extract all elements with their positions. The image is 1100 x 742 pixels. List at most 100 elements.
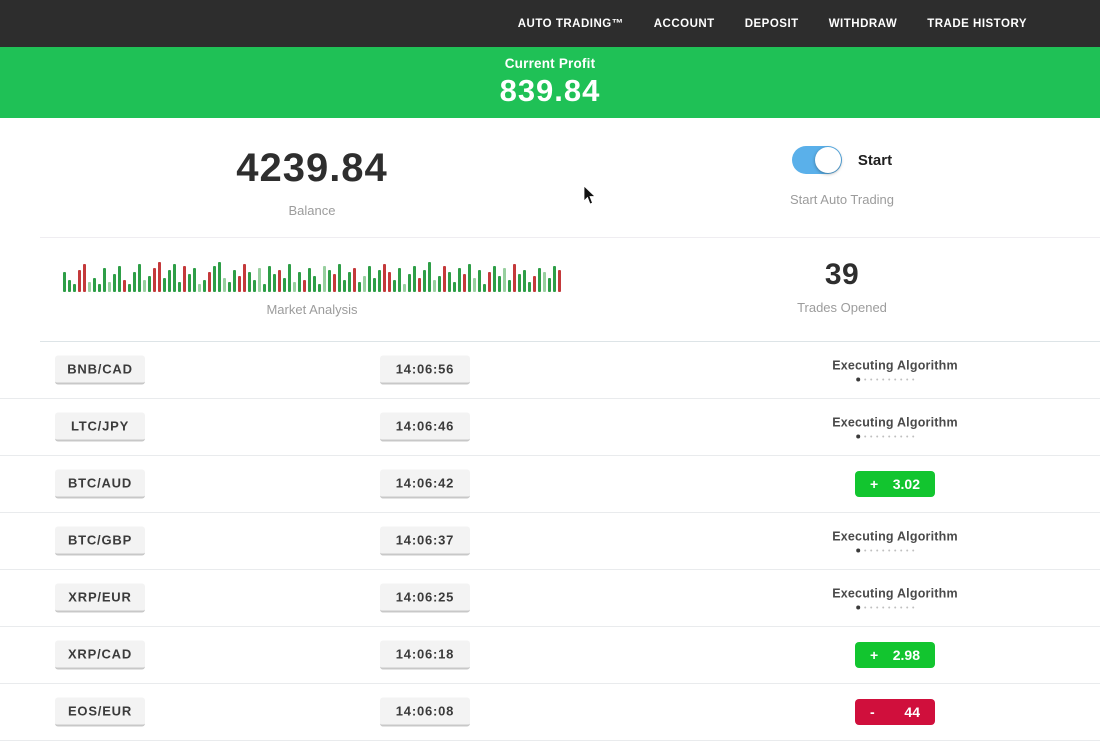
market-bar bbox=[423, 270, 426, 292]
result-value: 2.98 bbox=[892, 647, 920, 663]
progress-dot bbox=[869, 606, 872, 609]
progress-dot bbox=[875, 435, 878, 438]
market-bar bbox=[163, 278, 166, 292]
progress-dot bbox=[887, 378, 890, 381]
market-bar bbox=[248, 272, 251, 292]
market-bar bbox=[148, 276, 151, 292]
market-bar bbox=[118, 266, 121, 292]
market-bar bbox=[448, 272, 451, 292]
nav-item-trade-history[interactable]: TRADE HISTORY bbox=[927, 17, 1027, 30]
trade-row: BTC/AUD 14:06:42 +3.02 bbox=[0, 456, 1100, 513]
market-bar bbox=[68, 280, 71, 292]
progress-dot bbox=[881, 549, 884, 552]
pair-badge: LTC/JPY bbox=[55, 412, 145, 442]
pair-badge: BNB/CAD bbox=[55, 355, 145, 385]
pair-badge: XRP/CAD bbox=[55, 640, 145, 670]
trade-status: +2.98 bbox=[855, 642, 935, 668]
market-bar bbox=[413, 266, 416, 292]
time-badge: 14:06:42 bbox=[380, 469, 470, 499]
market-bar bbox=[158, 262, 161, 292]
market-analysis-label: Market Analysis bbox=[266, 302, 358, 317]
market-bar bbox=[363, 276, 366, 292]
market-bar bbox=[308, 268, 311, 292]
progress-dots bbox=[822, 434, 948, 439]
market-bar bbox=[198, 284, 201, 292]
market-bar bbox=[153, 268, 156, 292]
trade-row: XRP/CAD 14:06:18 +2.98 bbox=[0, 627, 1100, 684]
market-bar bbox=[178, 282, 181, 292]
progress-dot bbox=[905, 378, 908, 381]
progress-dot bbox=[893, 378, 896, 381]
progress-dot bbox=[863, 378, 866, 381]
market-bar bbox=[218, 262, 221, 292]
progress-dot bbox=[855, 548, 860, 553]
market-bar bbox=[223, 278, 226, 292]
market-bar bbox=[508, 280, 511, 292]
market-bar bbox=[98, 284, 101, 292]
nav-item-auto-trading[interactable]: AUTO TRADING™ bbox=[517, 17, 624, 30]
market-bar bbox=[293, 282, 296, 292]
pair-badge: EOS/EUR bbox=[55, 697, 145, 727]
market-bar bbox=[478, 270, 481, 292]
trade-status: Executing Algorithm bbox=[832, 359, 958, 382]
progress-dot bbox=[869, 435, 872, 438]
toggle-label: Start bbox=[857, 151, 893, 169]
trades-opened-label: Trades Opened bbox=[797, 300, 887, 315]
nav-item-deposit[interactable]: DEPOSIT bbox=[744, 17, 799, 30]
progress-dot bbox=[855, 377, 860, 382]
market-bar bbox=[93, 278, 96, 292]
time-badge: 14:06:56 bbox=[380, 355, 470, 385]
market-bar bbox=[113, 274, 116, 292]
market-bar bbox=[323, 266, 326, 292]
market-bar bbox=[128, 284, 131, 292]
market-bar bbox=[433, 280, 436, 292]
result-sign: - bbox=[870, 704, 875, 720]
market-bar bbox=[283, 278, 286, 292]
trades-table: BNB/CAD 14:06:56 Executing Algorithm LTC/JP… bbox=[0, 342, 1100, 741]
trade-row: LTC/JPY 14:06:46 Executing Algorithm bbox=[0, 399, 1100, 456]
auto-trading-toggle[interactable] bbox=[791, 146, 842, 174]
market-bar bbox=[73, 284, 76, 292]
market-bar bbox=[78, 270, 81, 292]
progress-dot bbox=[855, 434, 860, 439]
market-bar bbox=[353, 268, 356, 292]
progress-dot bbox=[863, 549, 866, 552]
market-bar bbox=[543, 272, 546, 292]
market-bar bbox=[443, 266, 446, 292]
market-bar bbox=[123, 280, 126, 292]
progress-dot bbox=[875, 378, 878, 381]
market-bar bbox=[528, 282, 531, 292]
market-bar bbox=[278, 270, 281, 292]
market-bar bbox=[398, 268, 401, 292]
progress-dot bbox=[893, 549, 896, 552]
market-bar bbox=[343, 280, 346, 292]
result-sign: + bbox=[870, 476, 879, 492]
progress-dot bbox=[869, 549, 872, 552]
time-badge: 14:06:18 bbox=[380, 640, 470, 670]
market-bar bbox=[88, 282, 91, 292]
progress-dot bbox=[905, 435, 908, 438]
time-badge: 14:06:08 bbox=[380, 697, 470, 727]
profit-banner-label: Current Profit bbox=[504, 56, 596, 71]
time-badge: 14:06:25 bbox=[380, 583, 470, 613]
market-bar bbox=[378, 270, 381, 292]
nav-item-withdraw[interactable]: WITHDRAW bbox=[828, 17, 898, 30]
pair-badge: BTC/GBP bbox=[55, 526, 145, 556]
progress-dot bbox=[893, 606, 896, 609]
market-bar bbox=[233, 270, 236, 292]
market-bar bbox=[288, 264, 291, 292]
nav-item-account[interactable]: ACCOUNT bbox=[653, 17, 715, 30]
market-bar bbox=[368, 266, 371, 292]
table-divider bbox=[40, 341, 1100, 342]
trade-row: EOS/EUR 14:06:08 - 44 bbox=[0, 684, 1100, 741]
market-bar bbox=[513, 264, 516, 292]
market-bar bbox=[133, 272, 136, 292]
market-bar bbox=[243, 264, 246, 292]
trade-status: Executing Algorithm bbox=[832, 530, 958, 553]
progress-dot bbox=[911, 549, 914, 552]
market-bar bbox=[313, 276, 316, 292]
market-bar bbox=[258, 268, 261, 292]
trade-row: BNB/CAD 14:06:56 Executing Algorithm bbox=[0, 342, 1100, 399]
market-bar bbox=[453, 282, 456, 292]
